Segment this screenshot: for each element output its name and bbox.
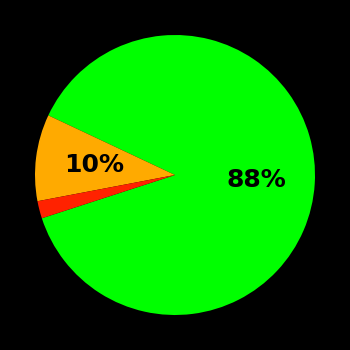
Wedge shape (35, 116, 175, 201)
Text: 10%: 10% (64, 153, 125, 177)
Wedge shape (42, 35, 315, 315)
Wedge shape (37, 175, 175, 218)
Text: 88%: 88% (226, 168, 286, 192)
